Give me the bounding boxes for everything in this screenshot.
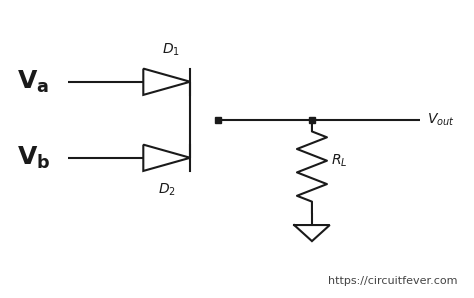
Text: $\mathregular{V}_{\mathregular{b}}$: $\mathregular{V}_{\mathregular{b}}$ (17, 145, 50, 171)
Text: $V_{out}$: $V_{out}$ (427, 111, 455, 128)
Text: $D_1$: $D_1$ (163, 42, 181, 58)
Text: $D_2$: $D_2$ (158, 181, 176, 198)
Text: $\mathregular{V}_{\mathregular{a}}$: $\mathregular{V}_{\mathregular{a}}$ (17, 69, 49, 95)
Text: $R_L$: $R_L$ (331, 153, 347, 169)
Text: https://circuitfever.com: https://circuitfever.com (328, 277, 457, 286)
